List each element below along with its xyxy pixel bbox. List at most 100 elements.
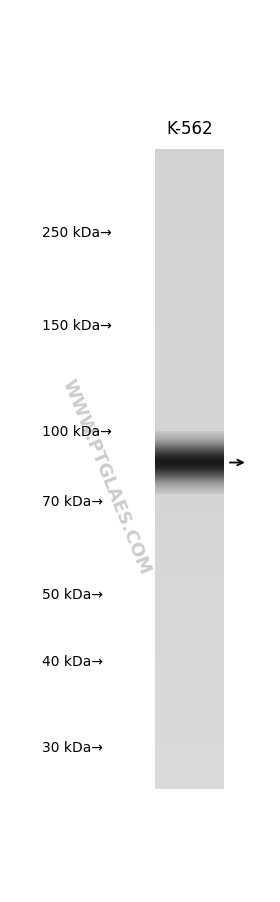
- Bar: [155, 527, 224, 529]
- Bar: [155, 469, 224, 472]
- Bar: [155, 566, 224, 567]
- Bar: [155, 442, 224, 444]
- Bar: [155, 563, 224, 566]
- Bar: [155, 578, 224, 580]
- Bar: [155, 638, 224, 640]
- Bar: [155, 186, 224, 189]
- Bar: [155, 375, 224, 378]
- Bar: [155, 397, 224, 399]
- Bar: [155, 312, 224, 314]
- Bar: [155, 663, 224, 666]
- Bar: [155, 516, 224, 519]
- Text: 50 kDa→: 50 kDa→: [41, 587, 102, 601]
- Bar: [155, 406, 224, 408]
- Bar: [155, 705, 224, 708]
- Bar: [155, 392, 224, 395]
- Bar: [155, 231, 224, 233]
- Bar: [155, 359, 224, 361]
- Bar: [155, 303, 224, 306]
- Bar: [155, 386, 224, 389]
- Bar: [155, 519, 224, 520]
- Bar: [155, 499, 224, 502]
- Bar: [155, 629, 224, 631]
- Bar: [155, 778, 224, 780]
- Bar: [155, 301, 224, 303]
- Bar: [155, 254, 224, 256]
- Bar: [155, 395, 224, 397]
- Bar: [155, 284, 224, 286]
- Bar: [155, 557, 224, 559]
- Bar: [155, 627, 224, 630]
- Bar: [155, 674, 224, 676]
- Bar: [155, 759, 224, 761]
- Bar: [155, 282, 224, 284]
- Bar: [155, 389, 224, 391]
- Bar: [155, 608, 224, 610]
- Bar: [155, 486, 224, 489]
- Bar: [155, 320, 224, 322]
- Bar: [155, 680, 224, 683]
- Bar: [155, 755, 224, 757]
- Bar: [155, 222, 224, 225]
- Bar: [155, 472, 224, 474]
- Bar: [155, 555, 224, 557]
- Bar: [155, 733, 224, 736]
- Bar: [155, 672, 224, 674]
- Bar: [155, 420, 224, 422]
- Bar: [155, 522, 224, 525]
- Bar: [155, 474, 224, 475]
- Bar: [155, 727, 224, 729]
- Bar: [155, 292, 224, 295]
- Bar: [155, 152, 224, 154]
- Bar: [155, 525, 224, 527]
- Bar: [155, 399, 224, 401]
- Bar: [155, 410, 224, 412]
- Bar: [155, 250, 224, 253]
- Bar: [155, 510, 224, 512]
- Bar: [155, 463, 224, 465]
- Bar: [155, 262, 224, 265]
- Bar: [155, 226, 224, 229]
- Bar: [155, 212, 224, 214]
- Bar: [155, 273, 224, 276]
- Bar: [155, 621, 224, 622]
- Bar: [155, 272, 224, 273]
- Bar: [155, 316, 224, 318]
- Bar: [155, 198, 224, 201]
- Bar: [155, 533, 224, 536]
- Bar: [155, 719, 224, 721]
- Bar: [155, 595, 224, 597]
- Bar: [155, 348, 224, 350]
- Bar: [155, 190, 224, 192]
- Bar: [155, 408, 224, 410]
- Bar: [155, 569, 224, 572]
- Bar: [155, 382, 224, 384]
- Bar: [155, 572, 224, 574]
- Bar: [155, 508, 224, 510]
- Bar: [155, 785, 224, 787]
- Bar: [155, 552, 224, 555]
- Bar: [155, 495, 224, 497]
- Bar: [155, 414, 224, 416]
- Bar: [155, 691, 224, 693]
- Bar: [155, 732, 224, 733]
- Bar: [155, 657, 224, 659]
- Bar: [155, 237, 224, 239]
- Bar: [155, 290, 224, 292]
- Bar: [155, 278, 224, 280]
- Bar: [155, 497, 224, 499]
- Bar: [155, 622, 224, 625]
- Bar: [155, 444, 224, 446]
- Bar: [155, 289, 224, 290]
- Bar: [155, 574, 224, 575]
- Bar: [155, 550, 224, 552]
- Bar: [155, 729, 224, 732]
- Bar: [155, 740, 224, 742]
- Bar: [155, 150, 224, 152]
- Bar: [155, 456, 224, 459]
- Bar: [155, 631, 224, 633]
- Bar: [155, 192, 224, 195]
- Bar: [155, 203, 224, 206]
- Bar: [155, 633, 224, 636]
- Bar: [155, 614, 224, 616]
